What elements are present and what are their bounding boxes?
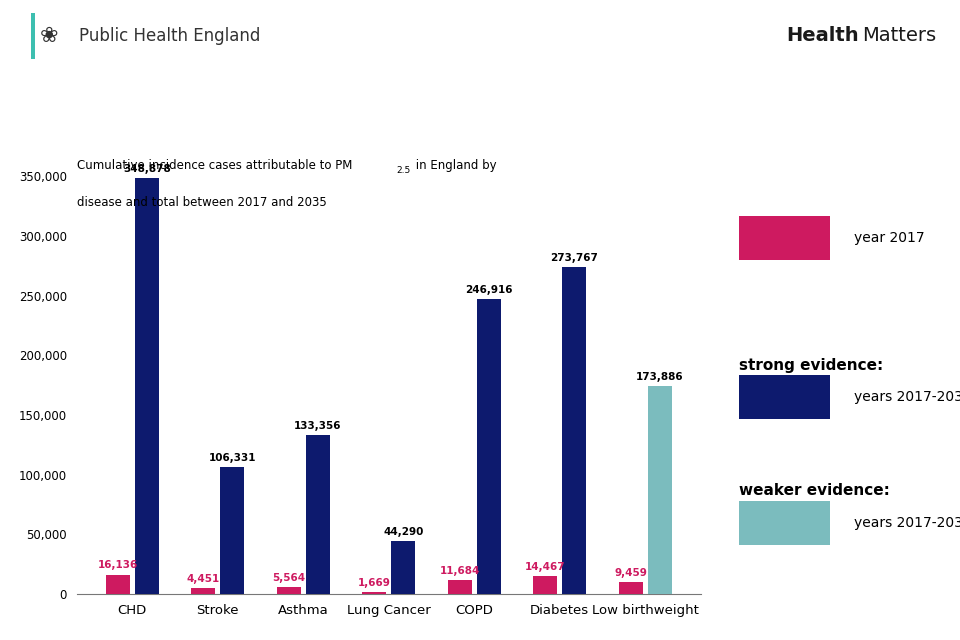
Text: 11,684: 11,684 [440, 566, 480, 575]
Text: 1,669: 1,669 [358, 577, 391, 588]
Bar [106, 575, 130, 594]
Text: Matters: Matters [862, 26, 936, 45]
Bar [306, 435, 330, 594]
Text: 14,467: 14,467 [525, 563, 565, 572]
Bar [276, 587, 300, 594]
Circle shape [0, 242, 960, 468]
Bar [221, 467, 245, 594]
Text: Health: Health [786, 26, 859, 45]
Bar [739, 216, 830, 260]
Bar [392, 541, 416, 594]
Circle shape [0, 218, 960, 421]
Text: Conditions associated with exposure to PM: Conditions associated with exposure to P… [15, 89, 524, 109]
Bar [563, 268, 587, 594]
Text: ❀: ❀ [40, 26, 59, 46]
Text: disease and total between 2017 and 2035: disease and total between 2017 and 2035 [77, 196, 326, 209]
Text: 348,878: 348,878 [123, 164, 171, 173]
Text: in England by: in England by [412, 159, 496, 172]
Text: 246,916: 246,916 [465, 285, 513, 295]
Text: years 2017-2035: years 2017-2035 [854, 516, 960, 530]
Text: 133,356: 133,356 [294, 420, 342, 431]
Text: weaker evidence:: weaker evidence: [739, 483, 890, 499]
Text: 5,564: 5,564 [273, 573, 305, 583]
Text: 44,290: 44,290 [383, 527, 423, 537]
Text: Cumulative incidence cases attributable to PM: Cumulative incidence cases attributable … [77, 159, 352, 172]
Circle shape [0, 129, 960, 319]
Bar [739, 501, 830, 545]
Circle shape [0, 355, 960, 474]
Circle shape [0, 391, 960, 534]
Text: 4,451: 4,451 [186, 574, 220, 584]
Bar [533, 577, 557, 594]
Bar [619, 582, 642, 594]
Bar [135, 178, 158, 594]
Bar [191, 588, 215, 594]
Text: year 2017: year 2017 [854, 231, 925, 245]
Bar [362, 592, 386, 594]
Text: 2.5: 2.5 [727, 103, 749, 116]
Text: 16,136: 16,136 [98, 561, 138, 570]
Text: 2.5: 2.5 [396, 166, 411, 175]
Text: Public Health England: Public Health England [79, 27, 260, 45]
Text: 273,767: 273,767 [550, 253, 598, 263]
Bar [648, 387, 672, 594]
Text: 9,459: 9,459 [614, 568, 647, 579]
Bar [31, 13, 35, 59]
Circle shape [0, 296, 960, 486]
Bar [447, 580, 471, 594]
Text: 173,886: 173,886 [636, 372, 684, 382]
Bar [477, 300, 501, 594]
Bar [739, 375, 830, 419]
Circle shape [0, 177, 960, 344]
Text: strong evidence:: strong evidence: [739, 358, 883, 372]
Text: years 2017-2035: years 2017-2035 [854, 390, 960, 404]
Circle shape [0, 337, 960, 468]
Text: 106,331: 106,331 [208, 452, 256, 463]
Circle shape [0, 349, 960, 504]
